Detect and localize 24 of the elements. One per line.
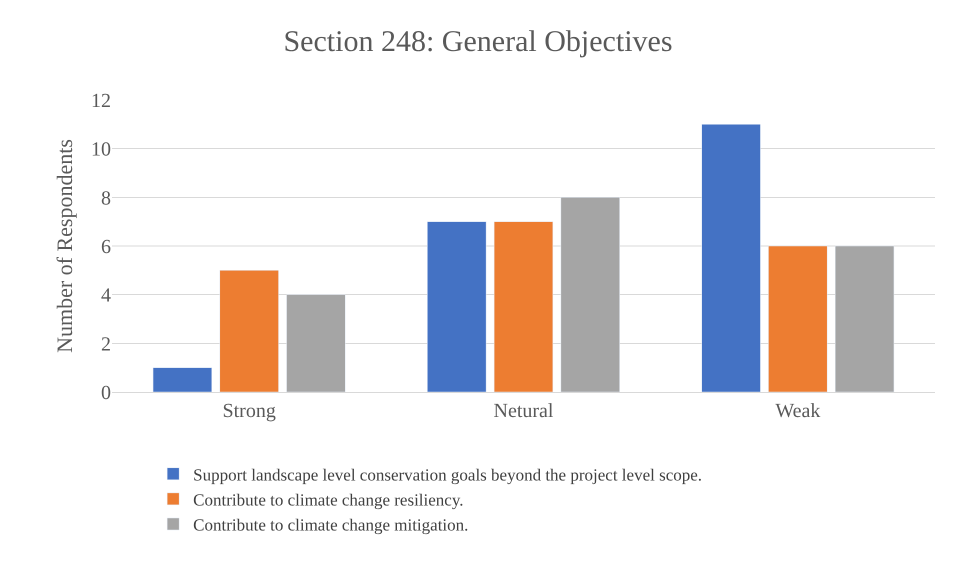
y-tick-label: 2 xyxy=(101,333,111,356)
bar xyxy=(427,221,486,392)
bar xyxy=(220,270,279,392)
y-tick-label: 12 xyxy=(91,90,111,112)
y-tick-label: 4 xyxy=(101,284,111,307)
bar xyxy=(768,246,828,392)
y-tick-label: 10 xyxy=(91,138,111,161)
x-tick-label: Weak xyxy=(775,400,820,422)
bar xyxy=(494,221,554,392)
y-tick-label: 8 xyxy=(101,187,111,210)
x-tick-label: Netural xyxy=(494,400,554,422)
bar xyxy=(286,294,346,392)
bar xyxy=(152,367,212,392)
legend-label: Contribute to climate change mitigation. xyxy=(193,516,468,535)
y-tick-label: 0 xyxy=(101,382,111,404)
y-tick-label: 6 xyxy=(101,236,111,258)
y-axis-title: Number of Respondents xyxy=(52,139,77,353)
x-tick-label: Strong xyxy=(222,400,276,422)
legend-label: Support landscape level conservation goals beyond the project level scope. xyxy=(193,465,702,484)
chart-title: Section 248: General Objectives xyxy=(283,24,673,58)
bar xyxy=(701,124,761,392)
legend-label: Contribute to climate change resiliency. xyxy=(193,490,464,510)
bar xyxy=(834,246,894,392)
bar xyxy=(560,197,620,392)
